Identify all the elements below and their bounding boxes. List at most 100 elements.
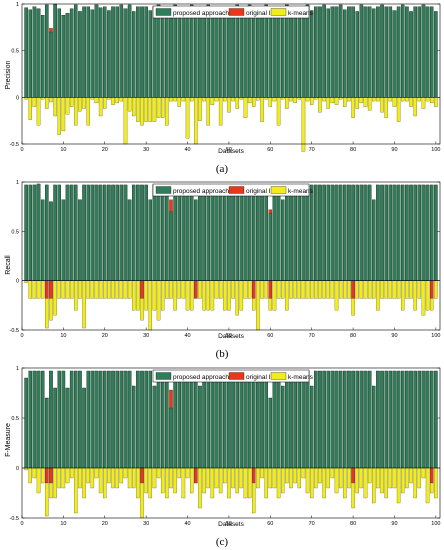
bar-kmeans-b-25 [123, 280, 128, 299]
legend-label-proposed-b: proposed approach [173, 188, 229, 195]
bar-kmeans-b-67 [297, 280, 302, 299]
bar-proposed-b-90 [392, 184, 397, 281]
bar-kmeans-c-89 [388, 467, 393, 489]
legend-c: proposed approach original IB k-means [152, 369, 314, 383]
bar-kmeans-b-46 [210, 280, 215, 311]
bar-kmeans-a-58 [260, 97, 264, 122]
bar-proposed-b-29 [140, 184, 144, 281]
bar-proposed-b-72 [318, 184, 322, 281]
bar-proposed-c-55 [247, 370, 252, 469]
bar-kmeans-c-69 [305, 467, 310, 494]
bar-kmeans-c-81 [355, 467, 359, 494]
legend-label-kmeans-c: k-means [288, 374, 314, 381]
bar-kmeans-b-20 [103, 280, 107, 299]
bar-kmeans-c-11 [65, 467, 70, 484]
bar-proposed-b-35 [165, 184, 169, 281]
ytick-label-c-3: -0.5 [10, 516, 19, 522]
bar-kmeans-c-18 [94, 467, 99, 479]
bar-proposed-b-7 [49, 201, 53, 281]
bar-proposed-c-57 [256, 370, 260, 469]
bar-kmeans-a-81 [355, 97, 359, 109]
bar-proposed-b-3 [32, 184, 37, 281]
bar-proposed-c-2 [28, 370, 32, 469]
bar-kmeans-b-33 [156, 280, 161, 321]
bar-kmeans-b-11 [65, 280, 70, 299]
bar-proposed-c-87 [380, 370, 384, 469]
bar-proposed-b-89 [388, 184, 393, 281]
bar-proposed-a-30 [144, 6, 148, 98]
bar-proposed-b-21 [107, 184, 111, 281]
bar-proposed-a-87 [380, 4, 384, 98]
bar-kmeans-a-15 [82, 97, 86, 109]
bar-kmeans-a-8 [53, 97, 57, 117]
bar-proposed-c-94 [409, 370, 413, 469]
bar-kmeans-a-65 [289, 97, 293, 102]
bar-proposed-a-49 [223, 8, 227, 98]
bar-proposed-a-36 [169, 17, 173, 98]
bar-kmeans-a-34 [160, 97, 165, 118]
bar-kmeans-c-57 [256, 467, 260, 489]
bar-proposed-b-41 [189, 184, 194, 281]
legend-label-proposed-a: proposed approach [173, 10, 229, 17]
xtick-label-c-7: 70 [309, 521, 315, 527]
bar-proposed-b-58 [260, 184, 264, 281]
bar-proposed-c-86 [376, 370, 380, 469]
bar-kmeans-b-21 [107, 280, 111, 299]
bar-kmeans-b-23 [115, 280, 119, 299]
bar-proposed-b-4 [36, 183, 41, 281]
bar-proposed-c-16 [86, 370, 90, 469]
datasets-xlabel-c: Datasets [218, 521, 244, 528]
bar-kmeans-c-48 [218, 467, 223, 494]
bar-proposed-a-5 [40, 15, 45, 98]
bar-kmeans-c-52 [235, 467, 239, 494]
bar-proposed-b-64 [285, 184, 289, 281]
bar-proposed-a-37 [173, 4, 177, 98]
bar-proposed-b-100 [434, 184, 438, 281]
bar-proposed-c-26 [127, 370, 132, 469]
bar-proposed-c-66 [293, 370, 297, 469]
bar-kmeans-b-75 [330, 280, 335, 299]
bar-proposed-a-17 [90, 9, 95, 98]
bar-kmeans-b-73 [322, 280, 326, 299]
bar-kmeans-c-97 [421, 467, 426, 479]
bar-kmeans-a-24 [119, 97, 124, 102]
plot-frame-c [21, 367, 441, 519]
bar-proposed-c-100 [434, 370, 438, 469]
legend-swatch-proposed-a [155, 8, 172, 16]
bar-kmeans-c-3 [32, 467, 37, 479]
bar-kmeans-b-12 [69, 280, 74, 299]
bar-kmeans-b-77 [338, 280, 343, 299]
bar-proposed-c-53 [239, 370, 244, 469]
bar-proposed-b-61 [272, 184, 277, 281]
bar-proposed-c-72 [318, 370, 322, 469]
bar-kmeans-b-90 [392, 280, 397, 299]
bar-proposed-b-8 [53, 184, 57, 281]
bar-proposed-c-95 [413, 370, 417, 469]
bar-kmeans-c-24 [119, 467, 124, 484]
bar-proposed-b-39 [181, 191, 186, 281]
bar-proposed-b-22 [111, 184, 115, 281]
bar-proposed-b-27 [132, 184, 136, 281]
bar-kmeans-a-90 [392, 97, 397, 107]
bar-proposed-c-39 [181, 377, 186, 469]
bar-kmeans-c-59 [264, 467, 268, 499]
bar-proposed-c-24 [119, 370, 124, 469]
bar-proposed-c-48 [218, 370, 223, 469]
bar-original-neg-b-6 [45, 280, 49, 299]
bar-kmeans-c-64 [285, 467, 289, 484]
bar-kmeans-b-87 [380, 280, 384, 299]
bar-proposed-a-69 [305, 4, 310, 98]
xtick-label-c-4: 40 [184, 521, 190, 527]
bar-kmeans-b-85 [372, 280, 376, 299]
bar-kmeans-c-85 [372, 467, 376, 504]
xtick-label-a-4: 40 [184, 147, 190, 153]
bar-kmeans-c-47 [214, 467, 219, 489]
legend-b: proposed approach original IB k-means [152, 183, 314, 197]
bar-kmeans-b-52 [235, 280, 239, 316]
bar-proposed-c-38 [177, 370, 181, 469]
bar-kmeans-b-71 [314, 280, 318, 299]
xtick-label-a-9: 90 [391, 147, 397, 153]
bar-proposed-a-92 [401, 4, 405, 98]
bar-kmeans-a-31 [148, 97, 153, 122]
bar-kmeans-b-91 [396, 280, 401, 299]
